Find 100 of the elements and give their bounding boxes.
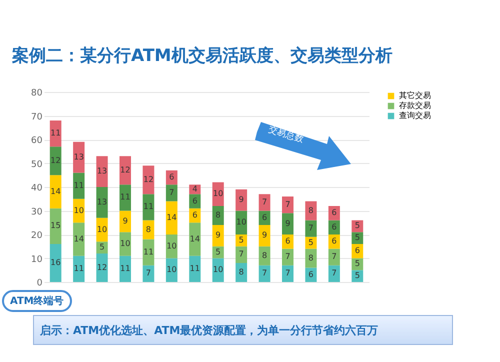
bar <box>142 265 154 282</box>
data-label: 8 <box>262 250 268 260</box>
data-label: 12 <box>143 174 154 184</box>
bar <box>236 189 248 211</box>
data-label: 5 <box>216 247 221 256</box>
bar <box>258 265 270 282</box>
data-label: 7 <box>169 188 174 197</box>
bar <box>73 142 85 173</box>
bar <box>50 120 62 147</box>
bar <box>282 265 294 282</box>
bar <box>120 256 131 282</box>
data-label: 7 <box>285 252 290 262</box>
data-label: 10 <box>213 189 224 198</box>
bar <box>305 220 317 237</box>
y-tick-label: 10 <box>31 254 43 265</box>
bar <box>142 220 154 240</box>
data-label: 12 <box>50 156 61 165</box>
bar <box>282 248 294 266</box>
y-tick-label: 20 <box>31 231 43 241</box>
data-label: 7 <box>238 250 244 259</box>
bar <box>50 208 62 244</box>
text: ATM终端号 <box>2 290 72 312</box>
bar <box>328 265 340 282</box>
data-label: 7 <box>262 197 268 206</box>
data-label: 8 <box>146 224 152 234</box>
bar <box>142 194 154 220</box>
data-label: 8 <box>216 210 221 220</box>
data-label: 7 <box>285 268 290 278</box>
data-label: 7 <box>332 252 337 262</box>
data-label: 11 <box>74 180 84 190</box>
data-label: 9 <box>238 195 244 204</box>
data-label: 11 <box>120 264 130 273</box>
data-label: 7 <box>262 268 268 278</box>
bar <box>73 222 85 256</box>
y-tick-label: 70 <box>31 112 43 122</box>
bar <box>258 225 270 246</box>
bar <box>50 244 62 282</box>
data-label: 6 <box>192 196 198 206</box>
bar <box>328 248 340 266</box>
bar <box>305 201 317 220</box>
data-label: 5 <box>354 259 360 268</box>
data-label: 13 <box>74 152 84 162</box>
data-label: 6 <box>262 212 268 222</box>
data-label: 7 <box>285 200 290 209</box>
data-label: 12 <box>96 262 108 272</box>
data-label: 10 <box>213 265 224 274</box>
data-label: 7 <box>332 268 337 278</box>
bar <box>120 184 131 211</box>
data-label: 12 <box>120 165 130 174</box>
text: 启示：ATM优化选址、ATM最优资源配置，为单一分行节省约六百万 <box>33 315 453 345</box>
y-tick-label: 0 <box>36 278 43 288</box>
bar <box>96 254 108 282</box>
bar <box>50 175 62 208</box>
data-label: 11 <box>143 202 154 212</box>
legend-label: 其它交易 <box>399 91 431 100</box>
data-label: 7 <box>146 268 152 278</box>
data-label: 10 <box>166 241 177 250</box>
bar <box>189 222 201 256</box>
data-label: 6 <box>285 236 290 246</box>
data-label: 5 <box>238 235 244 244</box>
data-label: 6 <box>169 172 174 182</box>
data-label: 13 <box>96 197 108 206</box>
bar <box>166 234 178 258</box>
data-label: 10 <box>74 206 84 215</box>
bar <box>96 156 108 187</box>
bar <box>236 246 248 263</box>
data-label: 10 <box>96 224 108 234</box>
data-label: 9 <box>262 230 268 240</box>
bar <box>96 187 108 218</box>
data-label: 10 <box>166 265 177 274</box>
data-label: 8 <box>308 206 314 215</box>
data-label: 5 <box>99 242 105 252</box>
data-label: 6 <box>308 270 314 279</box>
bar <box>142 239 154 266</box>
data-label: 5 <box>308 238 314 247</box>
data-label: 16 <box>50 258 61 267</box>
bar <box>166 201 178 234</box>
data-label: 4 <box>192 184 198 194</box>
bar <box>120 156 131 185</box>
bar <box>282 196 294 214</box>
bar <box>73 256 85 282</box>
data-label: 15 <box>50 221 61 230</box>
data-label: 11 <box>120 192 130 202</box>
data-label: 5 <box>354 221 360 230</box>
data-label: 5 <box>354 271 360 280</box>
data-label: 11 <box>143 247 154 256</box>
bar <box>212 206 224 225</box>
data-label: 14 <box>166 212 177 222</box>
data-label: 14 <box>74 234 84 244</box>
bar <box>50 146 62 176</box>
chart-title: 案例二：某分行ATM机交易活跃度、交易类型分析 <box>12 45 392 67</box>
bar <box>73 172 85 199</box>
bar <box>282 213 294 234</box>
bar <box>258 246 270 266</box>
bar <box>166 184 178 202</box>
bar <box>328 206 340 220</box>
data-label: 9 <box>122 216 128 226</box>
data-label: 9 <box>216 230 221 240</box>
data-label: 6 <box>332 208 337 218</box>
bar <box>258 194 270 211</box>
